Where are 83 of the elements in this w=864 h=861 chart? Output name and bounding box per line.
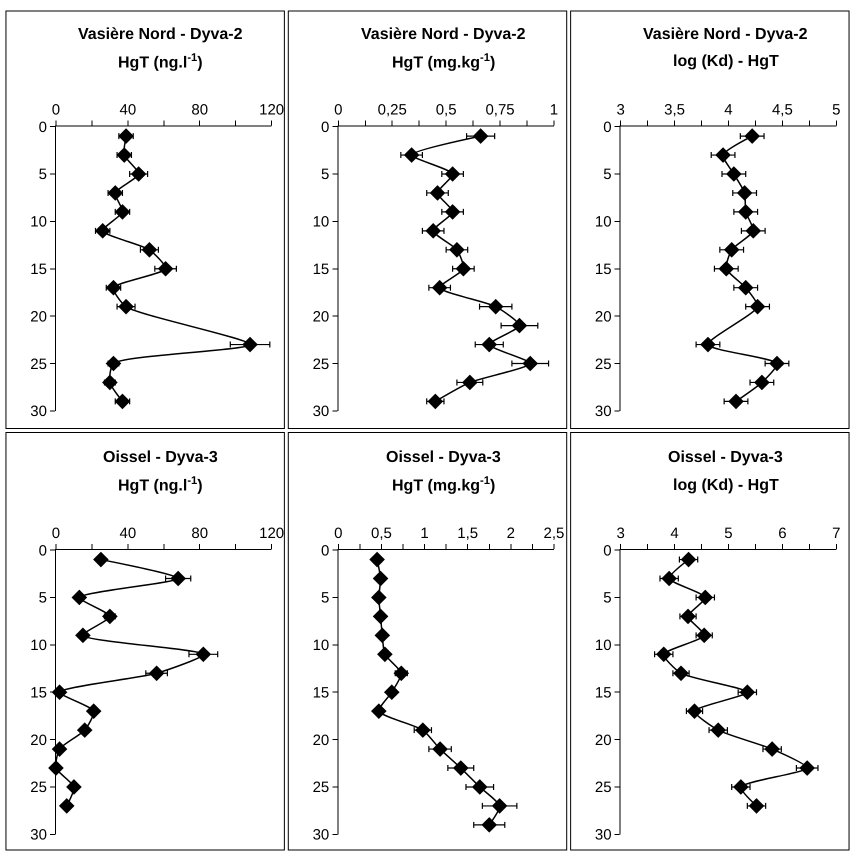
y-tick-label: 25 [312,779,330,796]
chart-title: Oissel - Dyva-3 [386,449,501,466]
y-tick-label: 15 [594,684,612,702]
chart-title: Oissel - Dyva-3 [103,449,218,466]
y-tick-label: 10 [312,214,330,231]
x-axis-title: log (Kd) - HgT [673,53,779,70]
x-tick-label: 5 [832,102,840,119]
y-tick-label: 25 [594,356,612,373]
x-tick-label: 4 [724,102,733,119]
x-tick-label: 7 [832,525,840,542]
x-tick-label: 3 [616,102,625,119]
y-tick-label: 5 [603,166,612,184]
y-tick-label: 20 [312,732,330,749]
x-tick-label: 2 [506,525,515,542]
x-tick-label: 3,5 [664,102,685,119]
y-tick-label: 25 [594,779,612,796]
x-tick-label: 4 [670,525,679,542]
x-tick-label: 0,75 [485,102,515,119]
y-tick-label: 10 [594,637,612,654]
x-tick-label: 0 [334,525,342,542]
y-tick-label: 10 [594,214,612,231]
x-tick-label: 0,25 [378,102,407,119]
y-tick-label: 25 [30,779,47,796]
x-axis-title: HgT (mg.kg$^{-1}$) [392,475,496,495]
x-axis-title: HgT (ng.l$^{-1}$) [118,52,203,72]
y-tick-label: 15 [312,261,330,278]
x-tick-label: 2,5 [544,525,564,542]
x-tick-label: 5 [724,525,733,542]
y-tick-label: 25 [312,356,330,373]
y-tick-label: 15 [30,684,47,702]
y-tick-label: 20 [594,732,612,749]
x-tick-label: 0,5 [370,525,392,542]
y-tick-label: 5 [38,166,47,184]
chart-title: Vasière Nord - Dyva-2 [643,26,808,43]
y-tick-label: 20 [30,308,47,326]
chart-title: Vasière Nord - Dyva-2 [361,26,526,43]
x-tick-label: 6 [778,525,787,542]
x-tick-label: 0 [52,525,60,542]
x-tick-label: 1 [550,102,558,119]
y-tick-label: 30 [312,826,330,844]
y-tick-label: 0 [38,542,47,560]
y-tick-label: 30 [312,403,330,420]
y-tick-label: 5 [320,166,330,184]
x-axis-title: HgT (ng.l$^{-1}$) [118,475,203,495]
x-tick-label: 120 [259,525,284,542]
y-tick-label: 15 [30,261,47,278]
y-tick-label: 0 [320,542,330,560]
x-tick-label: 40 [120,102,136,119]
x-tick-label: 1 [420,525,429,542]
x-tick-label: 1,5 [457,525,478,542]
x-tick-label: 120 [259,102,284,119]
y-tick-label: 0 [38,118,47,136]
x-tick-label: 0,5 [436,102,457,119]
y-tick-label: 0 [603,542,612,560]
y-tick-label: 10 [312,637,330,654]
y-tick-label: 15 [312,684,330,702]
y-tick-label: 0 [603,118,612,136]
x-tick-label: 40 [120,525,136,542]
x-tick-label: 3 [616,525,625,542]
y-tick-label: 15 [594,261,612,278]
y-tick-label: 30 [594,826,612,844]
chart-title: Oissel - Dyva-3 [668,449,783,466]
y-tick-label: 5 [320,590,330,607]
x-tick-label: 0 [52,102,60,119]
y-tick-label: 30 [594,403,612,420]
x-tick-label: 0 [334,102,342,119]
y-tick-label: 20 [594,308,612,326]
chart-title: Vasière Nord - Dyva-2 [78,26,243,43]
x-axis-title: log (Kd) - HgT [673,477,779,494]
y-tick-label: 10 [30,214,47,231]
x-tick-label: 80 [191,102,208,119]
y-tick-label: 0 [320,118,330,136]
y-tick-label: 20 [30,732,47,749]
y-tick-label: 10 [30,637,47,654]
x-tick-label: 4,5 [772,102,793,119]
x-tick-label: 80 [191,525,208,542]
y-tick-label: 20 [312,308,330,326]
y-tick-label: 5 [38,590,47,607]
y-tick-label: 30 [30,403,47,420]
y-tick-label: 30 [30,826,47,844]
x-axis-title: HgT (mg.kg$^{-1}$) [392,52,496,72]
y-tick-label: 5 [603,590,612,607]
y-tick-label: 25 [30,356,47,373]
